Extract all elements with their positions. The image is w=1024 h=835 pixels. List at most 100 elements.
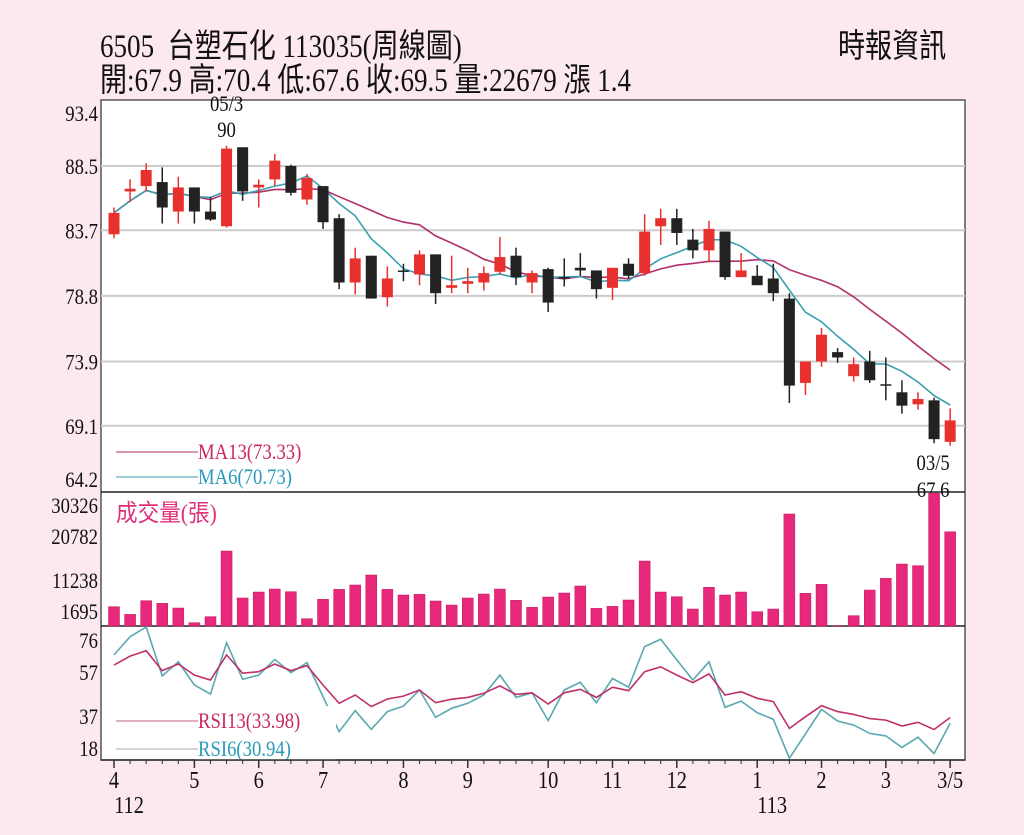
annotation-low-date-group: 03/5 <box>917 452 950 476</box>
price-tick-label-group: 78.8 <box>65 286 98 310</box>
x-year-label-group: 112 <box>114 791 144 818</box>
x-year-label-group: 113 <box>757 791 787 818</box>
candle-body <box>430 254 442 294</box>
candle-body <box>140 170 152 187</box>
candle <box>397 263 409 282</box>
candle <box>108 207 120 239</box>
rsi-tick-label-group: 37 <box>79 706 98 730</box>
x-tick-label: 4 <box>109 766 119 793</box>
candle-body <box>896 392 908 406</box>
candle-body <box>333 218 345 283</box>
volume-bar <box>462 597 474 627</box>
candle-body <box>494 257 506 272</box>
candle <box>864 350 876 383</box>
x-tick-label: 11 <box>603 766 623 793</box>
annotation-low-value-group: 67.6 <box>917 479 950 503</box>
volume-bar <box>526 607 538 627</box>
candle <box>494 236 506 275</box>
candle-body <box>204 211 216 220</box>
volume-bar <box>912 565 924 627</box>
rsi13-legend-label-group: RSI13(33.98) <box>198 710 300 734</box>
volume-tick-label: 11238 <box>52 570 98 594</box>
x-tick-label: 3 <box>881 766 891 793</box>
candle-body <box>799 361 811 383</box>
rsi-tick-label: 76 <box>79 630 98 654</box>
volume-bar <box>671 596 683 627</box>
candle <box>703 220 715 263</box>
volume-bar <box>928 493 940 627</box>
rsi-tick-label: 57 <box>79 662 98 686</box>
volume-bar <box>574 585 587 627</box>
rsi6-legend-backdrop <box>196 734 336 760</box>
candle-body <box>526 273 538 283</box>
price-tick-label-group: 83.7 <box>65 220 98 244</box>
candle <box>799 361 811 395</box>
candle <box>606 267 618 300</box>
candle <box>783 293 795 404</box>
volume-tick-label-group: 20782 <box>51 526 98 550</box>
candle <box>478 266 490 291</box>
volume-bar <box>896 563 908 627</box>
annotation-low-date: 03/5 <box>917 452 950 476</box>
annotation-high-date-group: 05/3 <box>210 93 243 117</box>
volume-bar <box>172 607 185 627</box>
candle-body <box>687 239 699 251</box>
rsi-tick-label: 37 <box>79 706 98 730</box>
price-tick-label-group: 73.9 <box>65 351 98 375</box>
x-tick-label: 10 <box>538 766 558 793</box>
ma6-legend-label-group: MA6(70.73) <box>198 466 292 490</box>
price-summary: 開:67.9 高:70.4 低:67.6 收:69.5 量:22679 漲 1.… <box>100 61 631 98</box>
candle-body <box>558 277 570 279</box>
price-tick-label-group: 88.5 <box>65 156 98 180</box>
candle-body <box>928 400 940 440</box>
volume-bar <box>944 531 956 627</box>
candle-body <box>285 166 297 193</box>
volume-bar <box>606 606 619 627</box>
candle <box>253 179 265 208</box>
volume-tick-label-group: 1695 <box>61 601 98 625</box>
candle-body <box>944 420 956 442</box>
ma6-legend-label: MA6(70.73) <box>198 466 292 490</box>
volume-tick-label: 30326 <box>51 495 98 519</box>
volume-bar <box>156 603 168 627</box>
volume-bar <box>590 608 603 627</box>
candle <box>285 164 297 196</box>
candle <box>446 255 458 294</box>
ma13-legend-label-group: MA13(73.33) <box>198 441 301 465</box>
price-tick-label: 73.9 <box>65 351 98 375</box>
candle-body <box>237 147 249 192</box>
candle <box>221 145 233 228</box>
price-tick-label: 88.5 <box>65 156 98 180</box>
x-tick-label-group: 12 <box>667 766 687 793</box>
candle <box>832 348 844 363</box>
rsi-tick-label-group: 57 <box>79 662 98 686</box>
candle-body <box>172 187 184 212</box>
candle-body <box>269 160 281 180</box>
candle-body <box>221 148 233 227</box>
candle <box>526 270 538 294</box>
x-tick-label-group: 11 <box>603 766 623 793</box>
candle-body <box>590 270 602 290</box>
volume-bar <box>735 591 747 627</box>
volume-bar <box>654 591 667 627</box>
candle <box>269 153 281 187</box>
candle-body <box>542 269 554 303</box>
volume-bar <box>333 589 345 627</box>
rsi13-legend-backdrop <box>196 706 336 732</box>
volume-bar <box>687 608 699 627</box>
candle <box>381 266 393 307</box>
volume-bar <box>445 604 458 627</box>
volume-bar <box>703 587 715 627</box>
candle <box>590 270 602 299</box>
candle-body <box>365 255 377 299</box>
candle <box>896 380 908 414</box>
candle-body <box>816 334 828 362</box>
candle-body <box>478 273 490 283</box>
candle <box>140 163 152 192</box>
candle-body <box>446 285 458 288</box>
x-tick-label: 12 <box>667 766 687 793</box>
annotation-high-date: 05/3 <box>210 93 243 117</box>
x-tick-label: 2 <box>816 766 826 793</box>
volume-bar <box>880 578 892 627</box>
